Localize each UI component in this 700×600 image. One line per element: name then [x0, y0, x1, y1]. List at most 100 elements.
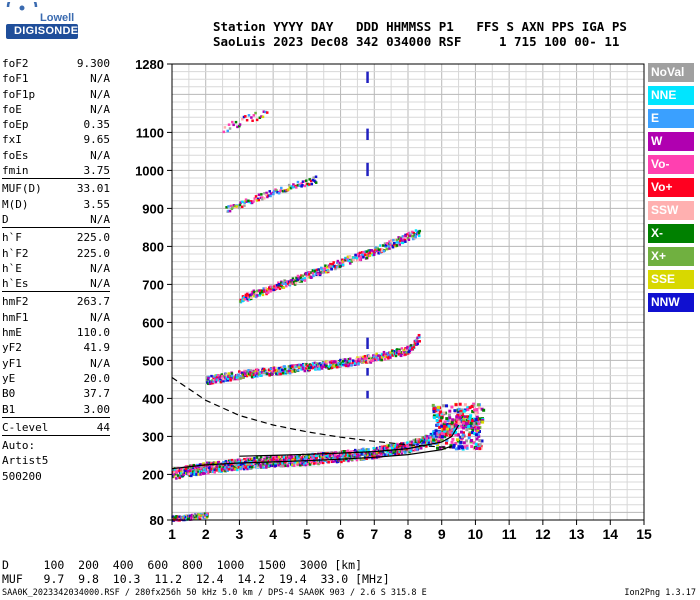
echo-point — [251, 457, 254, 461]
echo-point — [383, 358, 387, 361]
echo-point — [380, 448, 383, 451]
echo-point — [368, 356, 371, 360]
echo-point — [200, 465, 204, 468]
echo-point — [348, 255, 352, 258]
echo-point — [406, 450, 409, 453]
echo-point — [432, 438, 436, 442]
echo-point — [244, 372, 248, 375]
param-label: h`F — [2, 231, 22, 245]
echo-point — [294, 279, 297, 282]
echo-point — [242, 462, 245, 465]
echo-point — [216, 461, 220, 464]
echo-point — [407, 350, 410, 354]
echo-point — [466, 406, 470, 410]
echo-point — [296, 458, 299, 462]
echo-point — [474, 442, 478, 446]
echo-point — [389, 241, 392, 245]
echo-point — [467, 420, 470, 423]
echo-point — [255, 461, 259, 465]
echo-point — [461, 433, 465, 437]
echo-point — [307, 273, 311, 276]
param-value: 3.55 — [83, 197, 111, 211]
echo-point — [277, 457, 281, 461]
echo-point — [338, 451, 342, 454]
echo-point — [266, 195, 269, 199]
echo-point — [346, 255, 350, 259]
echo-point — [406, 441, 409, 444]
echo-point — [291, 185, 294, 189]
echo-point — [451, 428, 455, 431]
echo-point — [242, 467, 246, 471]
echo-point — [337, 457, 340, 460]
echo-point — [297, 456, 301, 459]
echo-point — [380, 358, 383, 362]
x-tick-label: 10 — [468, 526, 484, 542]
echo-point — [239, 371, 242, 375]
echo-point — [340, 460, 343, 464]
echo-point — [277, 191, 281, 195]
echo-point — [242, 372, 245, 376]
echo-point — [405, 348, 408, 351]
echo-point — [267, 194, 270, 197]
echo-point — [275, 189, 278, 192]
echo-point — [260, 196, 264, 199]
echo-point — [255, 372, 259, 375]
echo-point — [469, 424, 473, 428]
echo-point — [350, 450, 353, 453]
echo-point — [477, 417, 481, 421]
echo-point — [272, 192, 275, 196]
echo-point — [326, 459, 330, 462]
echo-point — [370, 359, 373, 363]
echo-point — [319, 269, 323, 272]
echo-point — [401, 241, 405, 245]
echo-point — [339, 263, 342, 266]
echo-point — [275, 455, 279, 458]
echo-point — [432, 429, 436, 433]
echo-point — [301, 462, 304, 465]
echo-point — [264, 370, 268, 374]
echo-point — [187, 517, 190, 521]
echo-point — [214, 376, 218, 380]
echo-point — [441, 404, 445, 408]
echo-point — [362, 449, 365, 452]
echo-point — [289, 364, 292, 368]
echo-point — [363, 359, 366, 362]
echo-point — [325, 455, 329, 459]
echo-point — [176, 474, 180, 477]
echo-point — [237, 460, 241, 463]
echo-point — [287, 183, 291, 187]
echo-point — [364, 449, 367, 453]
echo-point — [453, 423, 456, 427]
echo-point — [281, 464, 285, 467]
param-value: N/A — [90, 261, 110, 275]
param-value: N/A — [90, 72, 110, 86]
echo-point — [308, 363, 312, 366]
echo-point — [329, 363, 332, 367]
echo-point — [380, 355, 384, 359]
echo-point — [236, 468, 239, 472]
ionogram-chart: 1 2 3 4 5 6 7 8 9 10 11 12 13 14 158020030040050060070… — [135, 57, 652, 542]
echo-point — [476, 403, 480, 407]
echo-point — [452, 443, 456, 447]
echo-point — [357, 450, 360, 453]
echo-point — [222, 463, 225, 466]
echo-point — [474, 421, 478, 424]
echo-point — [262, 290, 266, 293]
x-tick-label: 8 — [404, 526, 412, 542]
param-value: 225.0 — [76, 231, 110, 245]
echo-point — [330, 267, 333, 271]
echo-point — [414, 448, 417, 452]
echo-point — [405, 351, 409, 354]
echo-point — [474, 427, 477, 431]
echo-point — [342, 459, 346, 462]
echo-point — [225, 376, 228, 379]
echo-point — [323, 267, 327, 270]
echo-point — [247, 369, 251, 373]
echo-point — [320, 367, 324, 370]
echo-point — [234, 463, 237, 466]
echo-point — [311, 269, 315, 272]
echo-point — [380, 446, 384, 449]
echo-point — [195, 514, 199, 518]
echo-point — [382, 244, 385, 247]
echo-point — [347, 454, 350, 458]
